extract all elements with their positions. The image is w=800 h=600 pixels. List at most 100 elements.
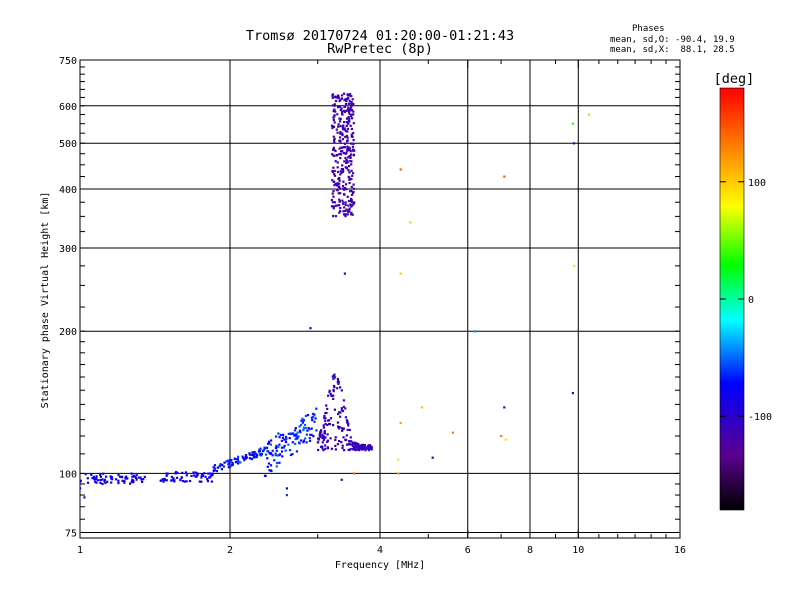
echo-point <box>339 170 342 173</box>
echo-point <box>348 428 351 432</box>
echo-point <box>288 437 291 440</box>
echo-point <box>348 94 351 97</box>
echo-point <box>352 139 355 142</box>
echo-point <box>308 428 311 431</box>
echo-point <box>282 446 285 449</box>
echo-point <box>255 454 259 457</box>
echo-point <box>257 450 261 453</box>
y-tick-label: 500 <box>59 139 77 150</box>
echo-point <box>367 444 370 448</box>
echo-point <box>348 171 351 174</box>
echo-point <box>366 446 370 449</box>
echo-point <box>350 106 353 109</box>
echo-point <box>273 459 276 462</box>
echo-point <box>342 405 345 408</box>
echo-point <box>336 131 339 134</box>
echo-point <box>333 108 336 111</box>
echo-point <box>353 472 356 475</box>
echo-point <box>317 448 320 452</box>
echo-point <box>299 439 303 442</box>
echo-point <box>321 447 324 450</box>
echo-point <box>170 479 173 482</box>
echo-point <box>319 430 322 433</box>
echo-point <box>237 460 240 463</box>
echo-point <box>351 200 354 203</box>
echo-point <box>338 120 342 123</box>
echo-point <box>338 177 341 180</box>
echo-point <box>278 461 281 464</box>
echo-point <box>368 447 371 450</box>
echo-point <box>451 431 454 434</box>
echo-point <box>345 167 348 170</box>
echo-point <box>332 390 335 393</box>
echo-point <box>344 135 347 138</box>
echo-point <box>132 479 135 483</box>
echo-point <box>350 189 353 193</box>
echo-point <box>99 475 102 478</box>
echo-point <box>184 471 188 474</box>
echo-point <box>329 393 332 396</box>
echo-point <box>122 479 125 483</box>
echo-point <box>99 473 102 477</box>
echo-point <box>266 457 269 460</box>
echo-point <box>267 462 271 465</box>
echo-point <box>339 157 342 160</box>
echo-point <box>353 201 356 204</box>
y-tick-label: 600 <box>59 102 77 113</box>
echo-point <box>340 168 343 171</box>
echo-point <box>319 432 322 435</box>
echo-point <box>332 146 335 149</box>
echo-point <box>340 478 343 481</box>
echo-point <box>301 421 304 424</box>
echo-point <box>350 185 353 188</box>
echo-point <box>339 210 342 213</box>
echo-point <box>342 399 345 402</box>
echo-point <box>284 449 287 452</box>
echo-point <box>86 477 89 480</box>
echo-point <box>344 156 347 160</box>
echo-point <box>346 428 349 431</box>
x-tick-label: 16 <box>674 545 686 556</box>
echo-point <box>333 140 336 144</box>
echo-point <box>352 122 355 125</box>
echo-point <box>332 166 335 169</box>
echo-point <box>332 388 335 391</box>
echo-point <box>347 204 350 207</box>
echo-point <box>348 165 351 168</box>
echo-point <box>230 458 233 462</box>
echo-point <box>324 447 327 450</box>
echo-point <box>332 384 336 388</box>
echo-point <box>334 149 337 152</box>
echo-point <box>284 440 288 444</box>
echo-point <box>117 473 120 477</box>
echo-point <box>341 170 344 173</box>
echo-point <box>330 198 333 202</box>
echo-point <box>349 102 352 105</box>
echo-point <box>297 435 300 438</box>
echo-point <box>211 472 214 475</box>
y-axis-label: Stationary phase Virtual Height [km] <box>40 192 51 409</box>
echo-point <box>176 471 179 475</box>
echo-point <box>194 471 197 474</box>
echo-point <box>366 447 369 450</box>
echo-point <box>296 431 299 434</box>
echo-point <box>275 465 278 468</box>
grid-lines <box>80 60 680 538</box>
echo-point <box>354 447 357 450</box>
echo-point <box>215 470 218 473</box>
echo-point <box>348 117 351 120</box>
echo-point <box>251 451 254 454</box>
echo-point <box>346 195 349 198</box>
echo-point <box>337 425 340 428</box>
echo-point <box>333 173 336 176</box>
echo-point <box>332 207 335 210</box>
y-tick-label: 400 <box>59 185 77 196</box>
echo-point <box>335 128 338 131</box>
echo-point <box>141 480 144 483</box>
echo-point <box>279 453 282 456</box>
echo-point <box>328 389 331 392</box>
echo-point <box>315 429 318 432</box>
echo-point <box>332 215 335 218</box>
echo-point <box>329 417 333 420</box>
echo-point <box>329 437 332 440</box>
